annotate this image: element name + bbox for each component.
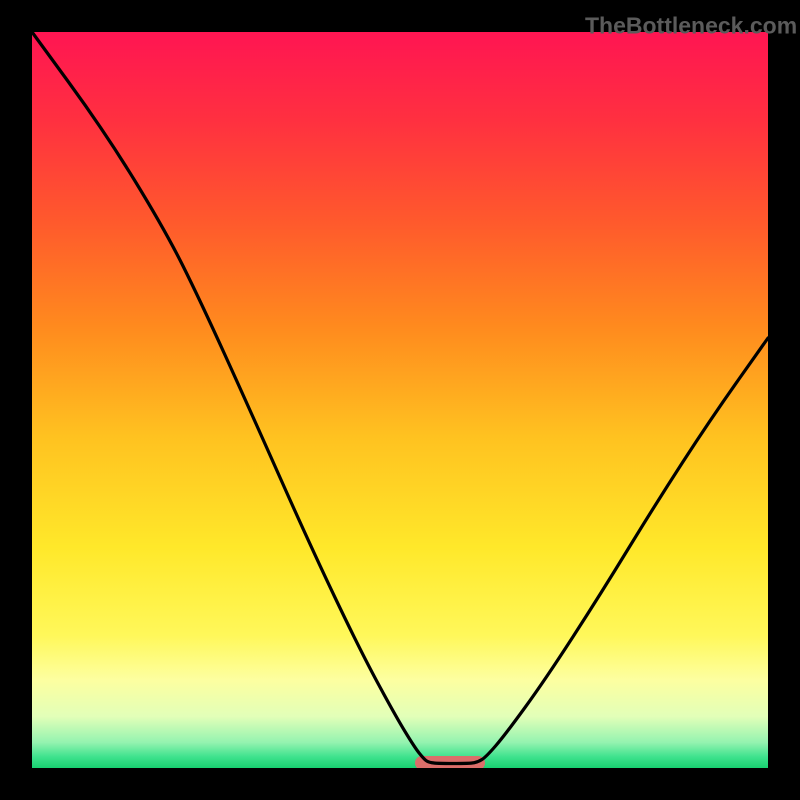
frame-border — [0, 0, 800, 800]
watermark-text: TheBottleneck.com — [585, 13, 797, 40]
